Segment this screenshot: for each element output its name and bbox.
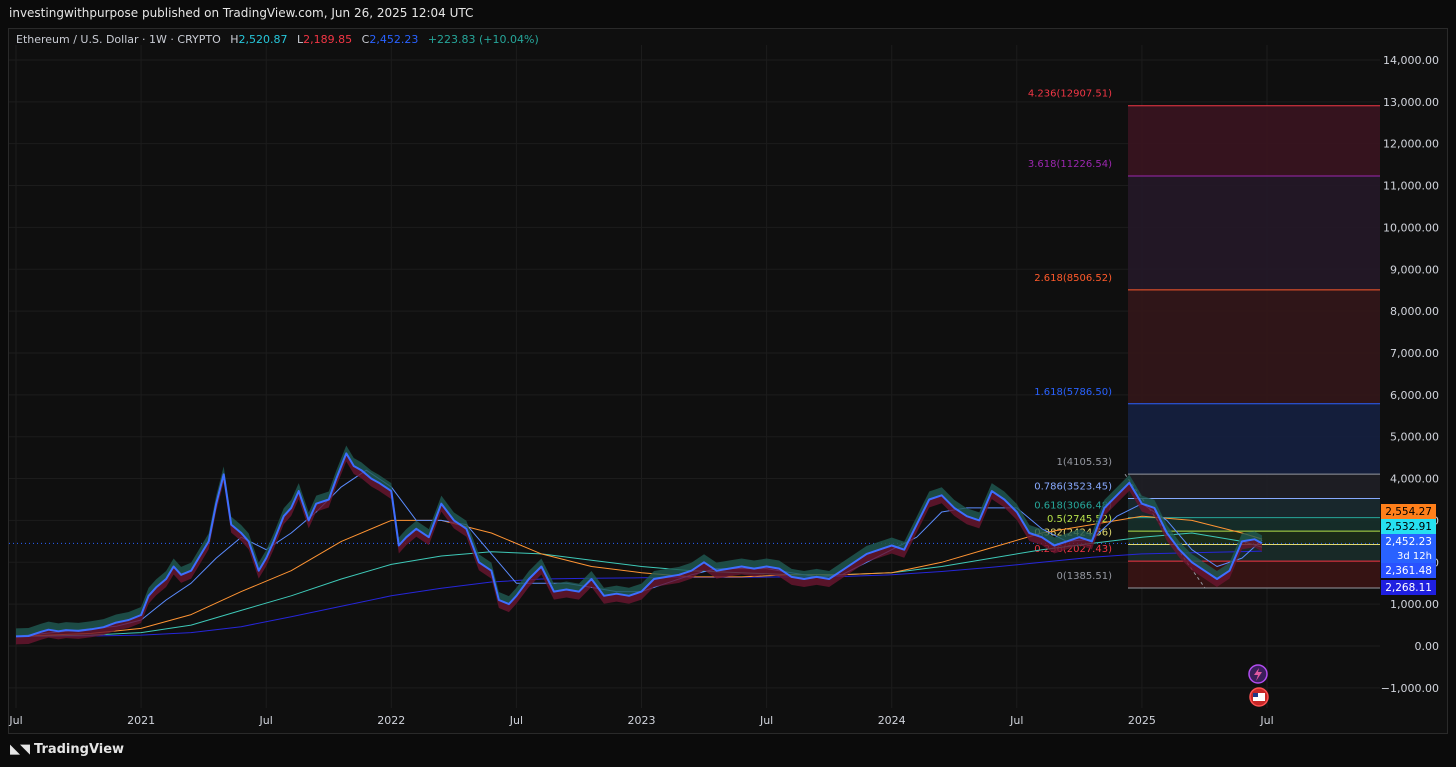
x-tick-label: Jul [8,714,22,727]
x-tick-label: Jul [509,714,523,727]
y-tick-label: 12,000.00 [1383,138,1439,151]
high-label: H [230,33,239,46]
x-tick-label: 2025 [1128,714,1156,727]
y-tick-label: 11,000.00 [1383,180,1439,193]
price-badge-text: 2,452.23 [1385,536,1432,548]
fib-zone [1128,289,1380,404]
y-tick-label: 9,000.00 [1390,263,1439,276]
x-tick-label: 2022 [377,714,405,727]
y-tick-label: 0.00 [1415,640,1440,653]
fib-zone [1128,105,1380,177]
price-badge-text: 2,268.11 [1385,582,1432,594]
y-tick-label: 10,000.00 [1383,221,1439,234]
close-value: 2,452.23 [369,33,419,46]
y-tick-label: −1,000.00 [1381,682,1439,695]
fib-level-label: 0.5(2745.52) [1047,514,1112,525]
x-tick-label: 2024 [878,714,906,727]
brand-label: TradingView [34,742,125,757]
fib-zone [1128,517,1380,532]
fib-level-label: 1(4105.53) [1056,457,1112,468]
y-tick-label: 14,000.00 [1383,54,1439,67]
price-badge-countdown: 3d 12h [1397,551,1432,562]
y-tick-label: 4,000.00 [1390,473,1439,486]
x-tick-label: Jul [759,714,773,727]
y-tick-label: 6,000.00 [1390,389,1439,402]
fib-level-label: 0(1385.51) [1056,571,1112,582]
price-badge-text: 2,554.27 [1385,506,1432,518]
x-tick-label: Jul [259,714,273,727]
y-tick-label: 7,000.00 [1390,347,1439,360]
close-label: C [361,33,370,46]
fib-level-label: 0.618(3066.48) [1034,501,1112,512]
fib-level-label: 3.618(11226.54) [1028,159,1112,170]
fib-level-label: 0.786(3523.45) [1034,482,1112,493]
series-line-price[interactable] [15,452,1263,638]
x-axis[interactable]: Jul 2021 Jul 2022 Jul 2023 Jul 2024 Jul 2025 Jul [8,714,1273,727]
price-badge [1381,580,1436,595]
fib-zone [1128,176,1380,290]
high-value: 2,520.87 [238,33,288,46]
y-axis[interactable]: 14,000.00 13,000.00 12,000.00 11,000.00 10,0… [1381,54,1439,695]
tradingview-brand[interactable]: ◣◥ TradingView [10,742,124,757]
tradingview-logo-icon: ◣◥ [10,742,30,757]
low-value: 2,189.85 [303,33,353,46]
fib-extension-tool[interactable]: 4.236(12907.51) 3.618(11226.54) 2.618(8506… [1028,89,1380,589]
lightning-bolt-icon [1254,668,1262,681]
x-tick-label: 2021 [127,714,155,727]
x-tick-label: 2023 [628,714,656,727]
flag-canton-icon [1253,693,1258,697]
price-badge-text: 2,361.48 [1385,565,1432,577]
fib-level-label: 2.618(8506.52) [1034,273,1112,284]
symbol-legend[interactable]: Ethereum / U.S. Dollar · 1W · CRYPTO H2,… [16,33,539,46]
price-down-band [16,453,1262,645]
fib-level-label: 4.236(12907.51) [1028,89,1112,100]
price-badge [1381,504,1436,519]
x-tick-label: Jul [1259,714,1273,727]
price-badge-text: 2,532.91 [1385,521,1432,533]
y-tick-label: 13,000.00 [1383,96,1439,109]
y-tick-label: 5,000.00 [1390,431,1439,444]
price-badge [1381,519,1436,534]
fib-level-label: 1.618(5786.50) [1034,387,1112,398]
price-badge [1381,534,1436,563]
publish-header: investingwithpurpose published on Tradin… [9,6,474,20]
event-markers[interactable] [1248,664,1269,707]
fib-zone [1128,403,1380,475]
x-tick-label: Jul [1009,714,1023,727]
fib-zone [1128,498,1380,518]
price-badge [1381,563,1436,578]
low-label: L [297,33,304,46]
y-tick-label: 8,000.00 [1390,305,1439,318]
y-tick-label: 1,000.00 [1390,598,1439,611]
price-up-band [16,445,1262,637]
series-group [15,445,1263,645]
change-value: +223.83 (+10.04%) [427,33,539,46]
fib-zone [1128,474,1380,499]
price-badges: 2,554.27 2,532.91 2,452.23 3d 12h 2,361.48 2,… [1381,504,1436,595]
fib-level-label: 0.236(2027.43) [1034,544,1112,555]
fib-zone [1128,561,1380,589]
flag-icon [1253,693,1265,701]
symbol-label[interactable]: Ethereum / U.S. Dollar · 1W · CRYPTO [16,33,221,46]
